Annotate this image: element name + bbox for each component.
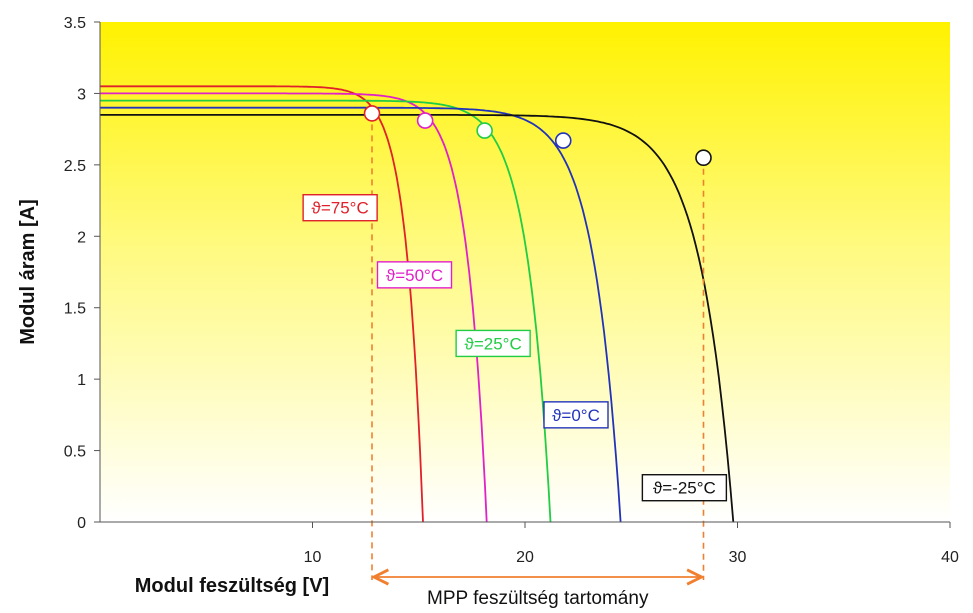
mpp-range-label: MPP feszültség tartomány [427, 588, 649, 609]
x-tick-label: 30 [729, 549, 747, 566]
temp-label-3: ϑ=0°C [552, 406, 600, 425]
iv-curves [100, 85, 735, 523]
y-tick-label: 3.5 [64, 15, 86, 32]
temp-label-box-3 [543, 401, 609, 429]
temperature-labels: ϑ=75°C ϑ=50°C ϑ=25°C ϑ=0°C ϑ=-25°C [302, 194, 728, 502]
mpp-point-0 [363, 105, 381, 122]
iv-curve-series-2 [100, 99, 552, 523]
y-axis-ticks: 0 0.5 1 1.5 2 2.5 3 3.5 [64, 15, 100, 532]
mpp-range-annotation: MPP feszültség tartomány [374, 577, 702, 609]
temp-label-1: ϑ=50°C [386, 266, 443, 285]
y-tick-label: 3 [77, 86, 86, 103]
iv-curve-series-0 [100, 85, 424, 523]
y-tick-label: 1.5 [64, 301, 86, 318]
y-tick-label: 0.5 [64, 444, 86, 461]
x-tick-label: 40 [941, 549, 959, 566]
temp-label-2: ϑ=25°C [465, 334, 522, 353]
y-tick-label: 0 [77, 515, 86, 532]
iv-curve-series-4 [100, 114, 735, 523]
y-axis-title: Modul áram [A] [17, 199, 39, 345]
plot-background [100, 22, 950, 522]
x-axis-title: Modul feszültség [V] [135, 575, 329, 597]
temp-label-box-1 [376, 261, 453, 289]
mpp-point-2 [476, 122, 493, 139]
y-tick-label: 2.5 [64, 158, 86, 175]
mpp-point-3 [554, 132, 572, 149]
y-tick-label: 2 [77, 229, 86, 246]
mpp-points [363, 105, 712, 167]
temp-label-box-4 [641, 474, 728, 502]
temp-label-0: ϑ=75°C [312, 199, 369, 218]
mpp-guide-lines [371, 113, 705, 580]
x-tick-label: 10 [304, 549, 322, 566]
iv-curve-series-3 [100, 106, 622, 523]
mpp-point-4 [695, 149, 712, 167]
iv-curve-series-1 [100, 92, 488, 523]
temp-label-box-0 [302, 194, 378, 222]
x-axis-ticks: 10 20 30 40 [304, 522, 959, 566]
mpp-point-1 [416, 112, 434, 129]
temp-label-4: ϑ=-25°C [653, 479, 716, 498]
y-tick-label: 1 [77, 372, 86, 389]
x-tick-label: 20 [516, 549, 534, 566]
temp-label-box-2 [455, 329, 531, 358]
